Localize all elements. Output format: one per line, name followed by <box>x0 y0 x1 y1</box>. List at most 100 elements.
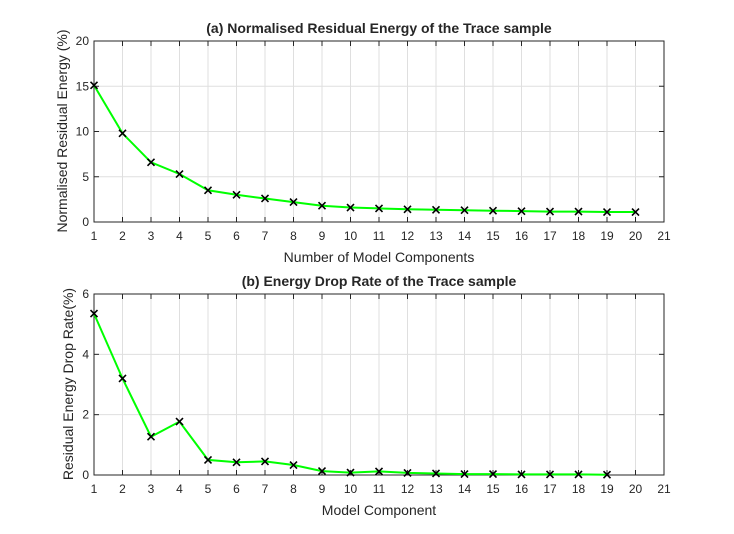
chart-a-xtick-label: 14 <box>458 229 472 243</box>
chart-a-xtick-label: 21 <box>657 229 671 243</box>
chart-a-title: (a) Normalised Residual Energy of the Tr… <box>206 20 552 36</box>
chart-b-xtick-label: 9 <box>319 482 326 496</box>
chart-a-xtick-label: 4 <box>176 229 183 243</box>
chart-a-data-point <box>346 203 355 212</box>
chart-b-xtick-label: 13 <box>429 482 443 496</box>
chart-b-data-point <box>289 460 298 470</box>
chart-a-xtick-label: 13 <box>429 229 443 243</box>
chart-a-data-point <box>488 206 498 215</box>
chart-a-data-point <box>374 204 384 213</box>
chart-b-data-point <box>517 470 526 479</box>
chart-a-data-point <box>602 207 612 217</box>
chart-a-data-point <box>118 129 127 138</box>
chart-a-data-point <box>545 207 555 216</box>
chart-a-data-point <box>517 207 526 216</box>
chart-a-data-point <box>317 201 327 210</box>
chart-b-xtick-label: 8 <box>290 482 297 496</box>
chart-a-data-point <box>260 194 270 203</box>
chart-a-xtick-label: 2 <box>119 229 126 243</box>
chart-a-data-point <box>631 207 640 217</box>
chart-a-data-point <box>574 207 583 216</box>
chart-a-data-point <box>403 205 412 214</box>
chart-b-data-point <box>403 468 412 477</box>
chart-a-data-point <box>232 190 241 199</box>
chart-a-xtick-label: 12 <box>401 229 415 243</box>
chart-a-xtick-label: 11 <box>373 229 386 243</box>
chart-a-data-point <box>203 186 213 195</box>
chart-b-xtick-label: 15 <box>486 482 500 496</box>
chart-b-xtick-label: 12 <box>401 482 415 496</box>
chart-b-data-point <box>346 468 355 477</box>
chart-b-data-point <box>89 309 99 318</box>
chart-b-ylabel: Residual Energy Drop Rate(%) <box>60 288 76 480</box>
chart-a: (a) Normalised Residual Energy of the Tr… <box>54 20 671 265</box>
chart-a-xtick-label: 19 <box>600 229 614 243</box>
chart-b-data-point <box>488 470 498 479</box>
chart-a-data-point <box>175 169 184 179</box>
chart-a-xtick-label: 5 <box>205 229 212 243</box>
chart-a-xtick-label: 20 <box>629 229 643 243</box>
chart-b-data-point <box>431 469 441 478</box>
chart-b-data-point <box>317 467 327 476</box>
chart-b-xtick-label: 20 <box>629 482 643 496</box>
chart-b-xtick-label: 4 <box>176 482 183 496</box>
chart-a-xtick-label: 1 <box>91 229 98 243</box>
chart-b-data-point <box>118 374 127 383</box>
chart-b-data-point <box>203 455 213 464</box>
chart-b-title: (b) Energy Drop Rate of the Trace sample <box>242 273 517 289</box>
chart-b-data-point <box>460 470 469 479</box>
chart-a-ytick-label: 15 <box>76 79 90 93</box>
chart-b-xtick-label: 21 <box>657 482 671 496</box>
chart-b-xtick-label: 7 <box>262 482 269 496</box>
chart-a-data-point <box>89 81 99 90</box>
chart-b-ytick-label: 0 <box>82 468 89 482</box>
chart-a-xlabel: Number of Model Components <box>284 249 475 265</box>
chart-b-xtick-label: 14 <box>458 482 472 496</box>
chart-b-ytick-label: 2 <box>82 408 89 422</box>
chart-b-data-point <box>574 470 583 479</box>
chart-a-xtick-label: 17 <box>543 229 557 243</box>
chart-b-data-point <box>260 457 270 466</box>
chart-b-xtick-label: 17 <box>543 482 557 496</box>
chart-b-xtick-label: 11 <box>373 482 386 496</box>
chart-a-ytick-label: 10 <box>76 125 90 139</box>
chart-a-plot-area: 1 2 3 4 5 6 7 8 9 10 11 12 13 14 15 16 17 18 19 20 210510152… <box>76 34 671 243</box>
chart-b-xtick-label: 2 <box>119 482 126 496</box>
chart-b-data-point <box>374 467 384 476</box>
chart-a-ytick-label: 5 <box>82 170 89 184</box>
chart-a-data-point <box>460 206 469 215</box>
chart-b-data-point <box>232 458 241 467</box>
chart-a-series-line <box>93 84 636 213</box>
chart-b-xtick-label: 3 <box>148 482 155 496</box>
chart-a-ytick-label: 0 <box>82 215 89 229</box>
chart-a-data-point <box>146 158 156 167</box>
chart-b-xtick-label: 18 <box>572 482 586 496</box>
chart-a-xtick-label: 15 <box>486 229 500 243</box>
chart-a-xtick-label: 8 <box>290 229 297 243</box>
chart-a-xtick-label: 10 <box>344 229 358 243</box>
chart-b-data-point <box>602 470 612 479</box>
chart-b-data-point <box>146 432 156 441</box>
chart-a-xtick-label: 9 <box>319 229 326 243</box>
chart-b-data-point <box>175 417 184 426</box>
chart-a-ytick-label: 20 <box>76 34 90 48</box>
chart-a-xtick-label: 18 <box>572 229 586 243</box>
chart-b-xtick-label: 19 <box>600 482 614 496</box>
chart-a-xtick-label: 7 <box>262 229 269 243</box>
chart-a-xtick-label: 16 <box>515 229 529 243</box>
chart-b-xtick-label: 16 <box>515 482 529 496</box>
chart-b-xtick-label: 6 <box>233 482 240 496</box>
chart-b-xtick-label: 5 <box>205 482 212 496</box>
chart-a-xtick-label: 3 <box>148 229 155 243</box>
chart-b: (b) Energy Drop Rate of the Trace sample… <box>60 273 671 518</box>
chart-b-data-point <box>545 470 555 479</box>
chart-a-data-point <box>431 205 441 214</box>
chart-a-ylabel: Normalised Residual Energy (%) <box>54 29 70 232</box>
chart-a-data-point <box>289 198 298 207</box>
chart-b-xlabel: Model Component <box>322 502 437 518</box>
chart-b-xtick-label: 10 <box>344 482 358 496</box>
chart-b-ytick-label: 4 <box>82 347 89 361</box>
chart-b-xtick-label: 1 <box>91 482 98 496</box>
